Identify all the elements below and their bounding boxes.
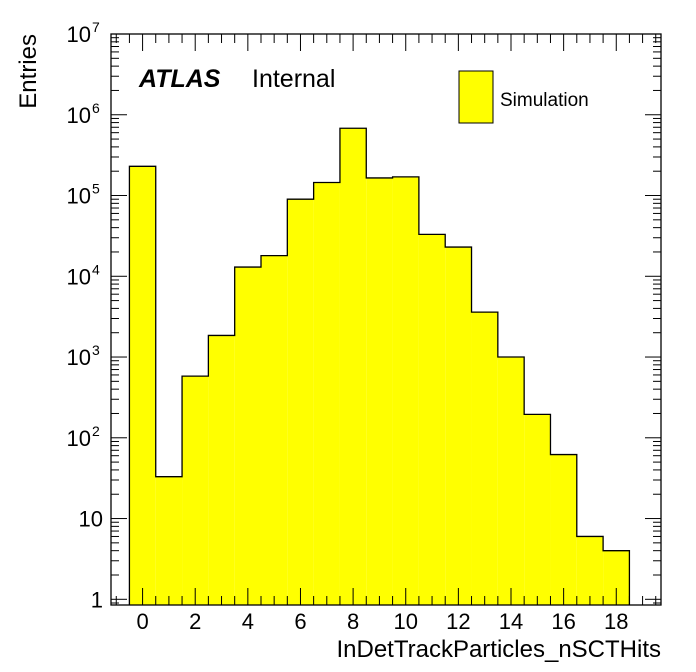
x-tick-label: 8 bbox=[347, 609, 359, 634]
y-tick-label: 10 bbox=[67, 264, 91, 289]
histogram-bars bbox=[129, 128, 630, 606]
y-tick-label: 10 bbox=[67, 184, 91, 209]
histogram-bar bbox=[155, 476, 183, 605]
histogram-bar bbox=[550, 454, 577, 605]
histogram-outline bbox=[128, 127, 631, 605]
histogram-bar bbox=[366, 177, 393, 605]
histogram-bar bbox=[208, 335, 235, 605]
x-tick-label: 4 bbox=[242, 609, 254, 634]
y-axis-ticks bbox=[111, 33, 661, 604]
y-tick-exponent: 2 bbox=[92, 423, 100, 439]
histogram-bar bbox=[261, 255, 288, 605]
histogram-bar bbox=[418, 234, 446, 605]
histogram-bar bbox=[392, 176, 419, 605]
y-tick-label: 10 bbox=[67, 22, 91, 47]
x-axis-title: InDetTrackParticles_nSCTHits bbox=[336, 636, 661, 663]
x-tick-label: 0 bbox=[136, 609, 148, 634]
histogram-bar bbox=[445, 247, 472, 605]
histogram-bar bbox=[129, 166, 156, 606]
plot-frame bbox=[110, 33, 662, 606]
x-tick-label: 16 bbox=[551, 609, 575, 634]
y-tick-exponent: 3 bbox=[92, 342, 100, 358]
histogram-bar bbox=[182, 376, 209, 605]
y-axis-title: Entries bbox=[15, 34, 42, 109]
y-tick-label: 10 bbox=[67, 345, 91, 370]
histogram-bar bbox=[471, 312, 498, 605]
histogram-bar bbox=[339, 128, 367, 605]
histogram-bar bbox=[524, 414, 551, 605]
x-tick-label: 2 bbox=[189, 609, 201, 634]
legend-swatch-simulation bbox=[458, 70, 494, 124]
y-tick-label: 10 bbox=[67, 426, 91, 451]
x-axis-ticks bbox=[115, 34, 657, 605]
y-tick-exponent: 4 bbox=[92, 261, 100, 277]
histogram-bar bbox=[234, 267, 261, 605]
y-tick-exponent: 5 bbox=[92, 181, 100, 197]
x-tick-label: 12 bbox=[446, 609, 470, 634]
histogram-bar bbox=[576, 536, 604, 605]
x-tick-label: 14 bbox=[499, 609, 523, 634]
x-tick-label: 18 bbox=[604, 609, 628, 634]
x-tick-label: 6 bbox=[294, 609, 306, 634]
histogram-bar bbox=[497, 357, 525, 605]
atlas-label: ATLAS bbox=[138, 65, 221, 93]
x-tick-label: 10 bbox=[393, 609, 417, 634]
status-label: Internal bbox=[252, 65, 335, 93]
histogram-bar bbox=[287, 199, 314, 606]
legend-label-simulation: Simulation bbox=[500, 90, 589, 111]
y-tick-label: 10 bbox=[79, 507, 103, 532]
x-axis-tick-labels: 0 2 4 6 8 10 12 14 16 18 bbox=[136, 609, 628, 634]
histogram-bar bbox=[313, 182, 340, 606]
y-tick-exponent: 6 bbox=[92, 100, 100, 116]
y-tick-label: 1 bbox=[91, 587, 103, 612]
y-tick-label: 10 bbox=[67, 103, 91, 128]
y-tick-exponent: 7 bbox=[92, 19, 100, 35]
